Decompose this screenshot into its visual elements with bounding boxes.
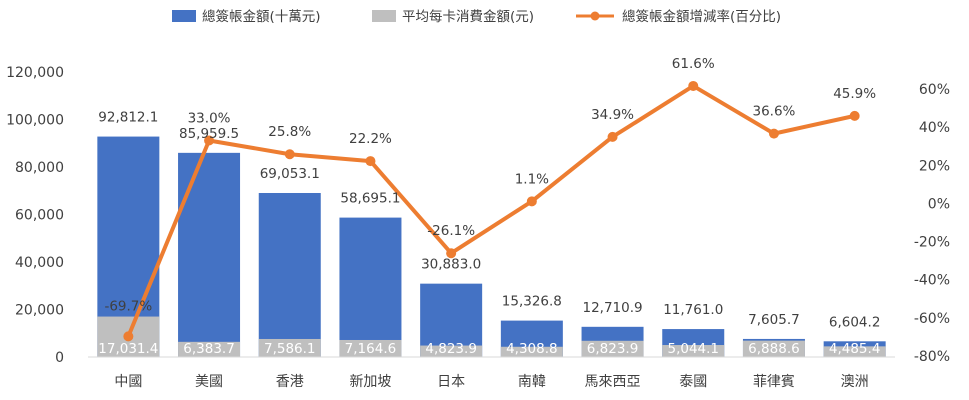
data-label-rate: -69.7% — [104, 298, 152, 314]
data-label-avg: 6,888.6 — [748, 341, 800, 357]
bar-avg — [823, 346, 886, 357]
x-category-label: 美國 — [195, 374, 223, 390]
data-label-total: 58,695.1 — [340, 191, 400, 207]
y-axis-right: -80% -60% -40% -20% 0% 20% 40% 60% — [914, 82, 950, 365]
bar-avg — [500, 346, 563, 357]
rate-marker — [768, 128, 779, 139]
data-label-rate: 36.6% — [753, 104, 796, 120]
y-right-tick-label: 60% — [919, 82, 950, 98]
data-label-avg: 4,485.4 — [829, 341, 881, 357]
data-labels: 92,812.1 85,959.5 69,053.1 58,695.1 30,883.0… — [98, 56, 880, 357]
data-label-total: 7,605.7 — [748, 312, 800, 328]
rate-polyline — [126, 83, 856, 338]
data-label-avg: 7,586.1 — [264, 341, 316, 357]
bar-avg — [339, 339, 402, 357]
data-label-rate: 1.1% — [515, 171, 549, 187]
data-label-total: 92,812.1 — [98, 110, 158, 126]
data-label-total: 30,883.0 — [421, 257, 481, 273]
rate-marker — [123, 331, 134, 342]
rate-marker — [446, 248, 457, 259]
y-left-tick-label: 40,000 — [15, 255, 64, 271]
data-label-total: 15,326.8 — [502, 294, 562, 310]
data-label-rate: 61.6% — [672, 56, 715, 72]
data-label-total: 11,761.0 — [663, 302, 723, 318]
y-left-tick-label: 100,000 — [6, 113, 64, 129]
rate-marker — [849, 110, 860, 121]
x-category-label: 新加坡 — [349, 374, 391, 390]
bar-avg — [178, 341, 241, 357]
legend-label-avg: 平均每卡消費金額(元) — [402, 9, 534, 25]
y-left-tick-label: 80,000 — [15, 160, 64, 176]
y-right-tick-label: 20% — [919, 158, 950, 174]
rate-marker — [284, 149, 295, 160]
bar-avg — [662, 345, 725, 357]
x-category-label: 菲律賓 — [753, 373, 795, 390]
data-label-rate: 34.9% — [591, 107, 634, 123]
y-right-tick-label: -40% — [914, 273, 950, 289]
bar-avg — [742, 340, 805, 357]
data-label-total: 6,604.2 — [829, 314, 881, 330]
x-category-label: 南韓 — [518, 374, 546, 390]
data-label-rate: 45.9% — [833, 86, 876, 102]
x-category-label: 日本 — [437, 374, 465, 390]
x-axis-categories: 中國 美國 香港 新加坡 日本 南韓 馬來西亞 泰國 菲律賓 澳洲 — [88, 356, 895, 390]
bar-total — [420, 283, 483, 357]
legend-label-total: 總簽帳金額(十萬元) — [202, 8, 321, 25]
bar-total — [258, 192, 321, 357]
y-right-tick-label: 40% — [919, 120, 950, 136]
data-label-avg: 4,308.8 — [506, 341, 558, 357]
y-left-tick-label: 60,000 — [15, 208, 64, 224]
rate-marker — [526, 196, 537, 207]
bar-total — [178, 152, 241, 357]
y-left-tick-label: 20,000 — [15, 303, 64, 319]
data-label-rate: 22.2% — [349, 131, 392, 147]
bar-avg — [581, 340, 644, 357]
bar-avg — [258, 338, 321, 357]
rate-marker — [204, 135, 215, 146]
x-category-label: 澳洲 — [841, 374, 869, 390]
data-label-avg: 4,823.9 — [425, 341, 477, 357]
y-left-tick-label: 120,000 — [6, 65, 64, 81]
y-right-tick-label: 0% — [928, 196, 950, 212]
y-right-tick-label: -80% — [914, 349, 950, 365]
data-label-avg: 6,383.7 — [183, 341, 235, 357]
legend-swatch-avg — [372, 10, 396, 22]
x-category-label: 馬來西亞 — [585, 374, 641, 390]
bars — [97, 136, 886, 357]
x-category-label: 中國 — [114, 374, 142, 390]
bar-avg — [420, 345, 483, 357]
legend-label-rate: 總簽帳金額增減率(百分比) — [622, 8, 781, 25]
data-label-total: 12,710.9 — [582, 300, 642, 316]
y-left-tick-label: 0 — [55, 350, 64, 366]
data-label-rate: 25.8% — [268, 124, 311, 140]
data-label-avg: 7,164.6 — [345, 341, 397, 357]
data-label-rate: 33.0% — [188, 110, 231, 126]
legend-marker-rate — [590, 11, 600, 21]
legend: 總簽帳金額(十萬元) 平均每卡消費金額(元) 總簽帳金額增減率(百分比) — [172, 8, 781, 25]
rate-marker — [365, 156, 376, 167]
y-axis-left: 0 20,000 40,000 60,000 80,000 100,000 120,000 — [6, 65, 64, 366]
x-category-label: 香港 — [276, 374, 304, 390]
bar-total — [339, 217, 402, 357]
data-label-total: 69,053.1 — [260, 166, 320, 182]
data-label-rate: -26.1% — [427, 223, 475, 239]
rate-line — [123, 80, 860, 342]
x-category-label: 泰國 — [679, 374, 707, 390]
data-label-total: 85,959.5 — [179, 126, 239, 142]
legend-swatch-total — [172, 10, 196, 22]
data-label-avg: 5,044.1 — [667, 341, 719, 357]
data-label-avg: 6,823.9 — [587, 341, 639, 357]
rate-marker — [607, 131, 618, 142]
y-right-tick-label: -20% — [914, 235, 950, 251]
rate-marker — [688, 80, 699, 91]
y-right-tick-label: -60% — [914, 311, 950, 327]
data-label-avg: 17,031.4 — [98, 341, 158, 357]
